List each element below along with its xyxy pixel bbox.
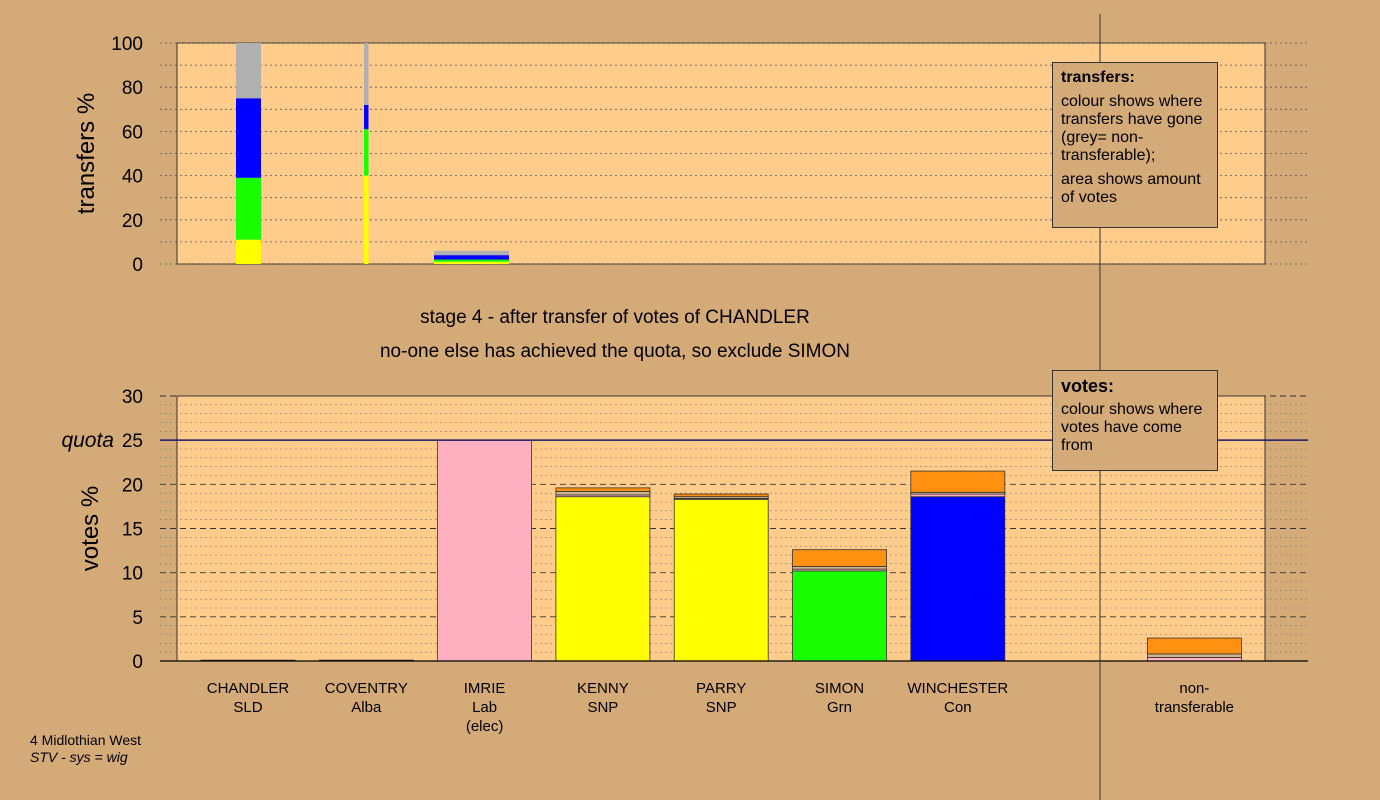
vote-segment-non-sld — [1147, 637, 1242, 655]
transfer-segment-imrie-snp — [434, 261, 509, 264]
transfers-tick-label: 20 — [122, 211, 143, 232]
votes-legend: votes: colour shows where votes have com… — [1052, 370, 1218, 471]
candidate-party-label: SLD — [233, 699, 262, 716]
candidate-name-label: PARRY — [696, 680, 746, 697]
constituency-label: 4 Midlothian West — [30, 732, 142, 748]
candidate-party-label: Con — [944, 699, 972, 716]
transfer-segment-chandler-nt — [236, 43, 261, 99]
transfers-tick-label: 0 — [132, 255, 143, 276]
vote-segment-parry-sld — [673, 493, 769, 498]
vote-segment-simon-grn — [792, 570, 887, 662]
transfers-tick-label: 100 — [111, 34, 143, 55]
votes-legend-colour-note: colour shows where votes have come from — [1061, 401, 1203, 454]
transfers-legend-colour-note: colour shows where transfers have gone (… — [1061, 93, 1203, 164]
vote-segment-kenny-alba — [555, 490, 651, 496]
transfer-segment-coventry-snp — [364, 175, 369, 264]
vote-segment-simon-sld — [792, 549, 887, 567]
transfer-segment-imrie-con — [434, 255, 509, 260]
candidate-name-label: IMRIE — [464, 680, 506, 697]
candidate-party-label: SNP — [587, 699, 618, 716]
vote-segment-non-alba — [1147, 653, 1242, 658]
quota-label: quota — [61, 429, 114, 452]
candidate-name-label: SIMON — [815, 680, 864, 697]
candidate-party-label: Lab — [472, 699, 497, 716]
candidate-name-label: non- — [1179, 680, 1209, 697]
system-label: STV - sys = wig — [30, 749, 128, 765]
vote-segment-imrie-lab — [437, 439, 533, 662]
transfer-segment-coventry-grn — [364, 129, 369, 176]
transfers-legend: transfers: colour shows where transfers … — [1052, 62, 1218, 228]
transfers-tick-label: 60 — [122, 122, 143, 143]
candidate-party-label: SNP — [706, 699, 737, 716]
votes-tick-label: 15 — [122, 520, 143, 541]
vote-segment-kenny-sld — [555, 487, 651, 492]
candidate-name-label: WINCHESTER — [907, 680, 1008, 697]
transfer-segment-chandler-grn — [236, 177, 261, 240]
transfer-segment-chandler-con — [236, 98, 261, 178]
transfers-tick-label: 40 — [122, 167, 143, 188]
stage-title: stage 4 - after transfer of votes of CHA… — [420, 307, 810, 328]
vote-segment-parry-snp — [673, 498, 769, 662]
transfers-legend-area-note: area shows amount of votes — [1061, 171, 1201, 206]
candidate-name-label: CHANDLER — [207, 680, 290, 697]
votes-tick-label: 10 — [122, 564, 143, 585]
candidate-party-label: Grn — [827, 699, 852, 716]
vote-segment-kenny-snp — [555, 496, 651, 662]
transfer-segment-imrie-nt — [434, 250, 509, 256]
candidate-name-label: COVENTRY — [325, 680, 408, 697]
transfers-legend-title: transfers: — [1061, 69, 1135, 86]
votes-tick-label: 25 — [122, 431, 143, 452]
votes-tick-label: 20 — [122, 475, 143, 496]
transfers-tick-label: 80 — [122, 78, 143, 99]
candidate-party-label: Alba — [351, 699, 382, 716]
votes-tick-label: 5 — [132, 608, 143, 629]
candidate-party-label: transferable — [1155, 699, 1234, 716]
votes-tick-label: 30 — [122, 387, 143, 408]
footer: 4 Midlothian West STV - sys = wig — [30, 732, 141, 766]
transfer-segment-coventry-con — [364, 104, 369, 130]
decision-subtitle: no-one else has achieved the quota, so e… — [380, 341, 850, 362]
candidate-note-label: (elec) — [466, 718, 504, 735]
transfer-segment-imrie-grn — [434, 259, 509, 262]
votes-tick-label: 0 — [132, 652, 143, 673]
transfer-segment-chandler-snp — [236, 239, 261, 264]
candidate-name-label: KENNY — [577, 680, 629, 697]
transfer-segment-coventry-nt — [364, 43, 369, 105]
votes-y-axis-label: votes % — [77, 486, 104, 571]
vote-segment-winchester-sld — [910, 470, 1006, 493]
vote-segment-winchester-con — [910, 496, 1006, 662]
transfers-y-axis-label: transfers % — [73, 93, 100, 214]
votes-legend-title: votes: — [1061, 376, 1115, 396]
